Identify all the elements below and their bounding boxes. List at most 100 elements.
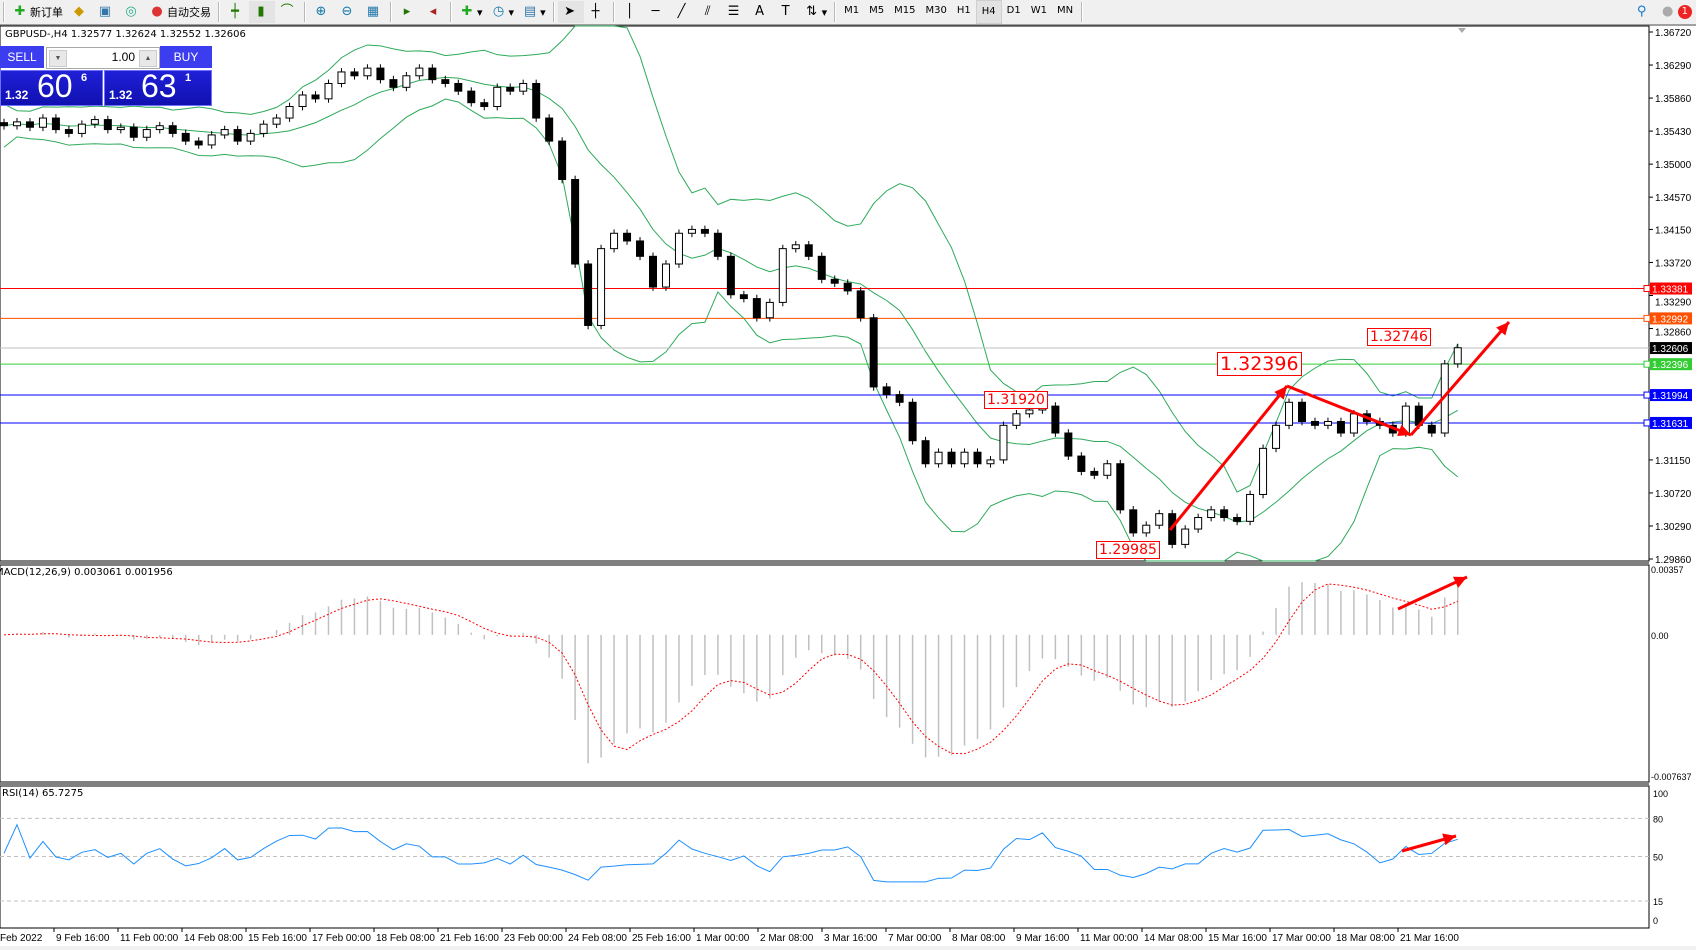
bar-chart-button[interactable]: ┿ <box>223 1 249 23</box>
templates-button[interactable]: ▤ ▾ <box>523 4 546 19</box>
candle-bearish <box>1310 420 1319 426</box>
macd-trend-arrow[interactable] <box>1397 575 1468 611</box>
crosshair-button[interactable]: ┼ <box>584 1 610 23</box>
candle-bullish <box>337 71 346 84</box>
candle-bullish <box>220 129 229 136</box>
price-axis-label: 1.32860 <box>1655 327 1692 338</box>
horizontal-line-handle[interactable] <box>1643 360 1651 368</box>
annotation-label[interactable]: 1.32746 <box>1367 328 1431 346</box>
candle-bullish <box>1181 528 1190 545</box>
macd-axis-label: 0.00357 <box>1651 565 1684 575</box>
candle-bearish <box>584 263 593 326</box>
chart-title: GBPUSD-,H4 1.32577 1.32624 1.32552 1.326… <box>5 29 246 40</box>
candle-bullish <box>272 117 281 125</box>
horizontal-line-handle[interactable] <box>1643 419 1651 427</box>
macd-pane-frame <box>0 564 1650 783</box>
trend-arrow[interactable] <box>1409 321 1511 436</box>
vertical-line-icon: │ <box>625 4 634 19</box>
bollinger-lower-band <box>3 98 1459 562</box>
zoom-in-button[interactable]: ⊕ <box>309 1 335 23</box>
time-axis-label: 23 Feb 00:00 <box>504 933 563 944</box>
equidistant-channel-button[interactable]: ⫽ <box>696 1 722 23</box>
tile-windows-button[interactable]: ▦ <box>361 1 387 23</box>
market-watch-icon: ▣ <box>98 4 112 19</box>
notifications-button[interactable]: ● 1 <box>1656 1 1696 23</box>
timeframe-w1[interactable]: W1 <box>1030 5 1047 16</box>
timeframe-m5[interactable]: M5 <box>869 5 885 16</box>
timeframe-h1[interactable]: H1 <box>956 5 971 16</box>
zoom-out-button[interactable]: ⊖ <box>335 1 361 23</box>
time-axis-label: 14 Feb 08:00 <box>184 933 243 944</box>
candle-bullish <box>285 106 294 119</box>
horizontal-line-button[interactable]: ─ <box>644 1 670 23</box>
vertical-line-button[interactable]: │ <box>618 1 644 23</box>
time-axis-label: 15 Feb 16:00 <box>248 933 307 944</box>
timeframe-m15[interactable]: M15 <box>894 5 916 16</box>
time-axis-label: Feb 2022 <box>0 933 43 944</box>
lot-increase-button[interactable]: ▲ <box>139 50 157 67</box>
annotation-label[interactable]: 1.31920 <box>984 391 1048 409</box>
toolbar-separator <box>390 2 392 22</box>
search-button[interactable]: ⚲ <box>1630 1 1656 23</box>
buy-button[interactable]: BUY <box>160 46 212 68</box>
rsi-axis-label: 80 <box>1653 814 1663 824</box>
candle-bullish <box>259 123 268 134</box>
sell-button[interactable]: SELL <box>0 46 44 68</box>
text-button[interactable]: A <box>748 1 774 23</box>
candle-bearish <box>1336 420 1345 434</box>
annotation-label[interactable]: 1.29985 <box>1096 541 1160 559</box>
trend-arrow[interactable] <box>1286 384 1412 437</box>
auto-trading-button[interactable]: ● 自动交易 <box>145 1 215 23</box>
annotation-label[interactable]: 1.32396 <box>1217 352 1302 376</box>
periods-button[interactable]: ◷ ▾ <box>487 1 519 23</box>
candle-bearish <box>1090 470 1099 476</box>
chart-shift-button[interactable]: ◂ <box>421 1 447 23</box>
candle-bearish <box>545 117 554 142</box>
candlestick-button[interactable]: ▮ <box>249 1 275 23</box>
candle-bearish <box>376 67 385 81</box>
buy-price-button[interactable]: 1.32 63 1 <box>104 70 212 106</box>
horizontal-line-handle[interactable] <box>1643 285 1651 293</box>
rsi-axis-label: 50 <box>1653 853 1663 863</box>
fibonacci-icon: ☰ <box>727 4 740 19</box>
lot-size-value[interactable]: 1.00 <box>111 50 135 64</box>
lot-decrease-button[interactable]: ▼ <box>49 50 67 67</box>
market-watch-button[interactable]: ▣ <box>93 1 119 23</box>
sell-price-button[interactable]: 1.32 60 6 <box>0 70 103 106</box>
signals-button[interactable]: ◎ <box>119 1 145 23</box>
indicators-button[interactable]: ✚ ▾ <box>455 1 487 23</box>
candle-bearish <box>869 317 878 388</box>
candle-bearish <box>1051 405 1060 434</box>
timeframe-m1[interactable]: M1 <box>844 5 860 16</box>
price-axis-label: 1.29860 <box>1655 555 1692 566</box>
text-label-button[interactable]: T <box>774 1 800 23</box>
new-order-label: 新订单 <box>30 6 63 19</box>
timeframe-d1[interactable]: D1 <box>1006 5 1021 16</box>
line-chart-button[interactable]: ⌒ <box>275 1 301 23</box>
price-line-tag-label: 1.32396 <box>1652 360 1689 371</box>
lot-size-field[interactable]: ▼ 1.00 ▲ <box>46 47 160 69</box>
candle-bearish <box>64 129 73 134</box>
signals-icon: ◎ <box>125 4 137 19</box>
candle-bullish <box>324 82 333 100</box>
candle-bearish <box>1298 401 1306 422</box>
candle-bearish <box>908 401 917 442</box>
horizontal-line-handle[interactable] <box>1643 391 1651 399</box>
arrows-button[interactable]: ⇅ ▾ <box>800 1 832 23</box>
fibonacci-button[interactable]: ☰ <box>722 1 748 23</box>
navigator-button[interactable]: ◆ <box>67 1 93 23</box>
trend-arrow[interactable] <box>1168 385 1289 531</box>
trendline-button[interactable]: ╱ <box>670 1 696 23</box>
candle-bullish <box>1155 513 1164 526</box>
horizontal-line-handle[interactable] <box>1643 314 1651 322</box>
cursor-button[interactable]: ➤ <box>557 1 584 23</box>
timeframe-h4[interactable]: H4 <box>975 0 1002 24</box>
current-price-tag <box>1650 342 1692 355</box>
timeframe-mn[interactable]: MN <box>1056 5 1074 16</box>
rsi-axis-label: 15 <box>1653 897 1663 907</box>
auto-scroll-button[interactable]: ▸ <box>395 1 421 23</box>
new-order-button[interactable]: ✚ 新订单 <box>8 1 67 23</box>
candle-bullish <box>415 67 424 77</box>
timeframe-m30[interactable]: M30 <box>925 5 947 16</box>
